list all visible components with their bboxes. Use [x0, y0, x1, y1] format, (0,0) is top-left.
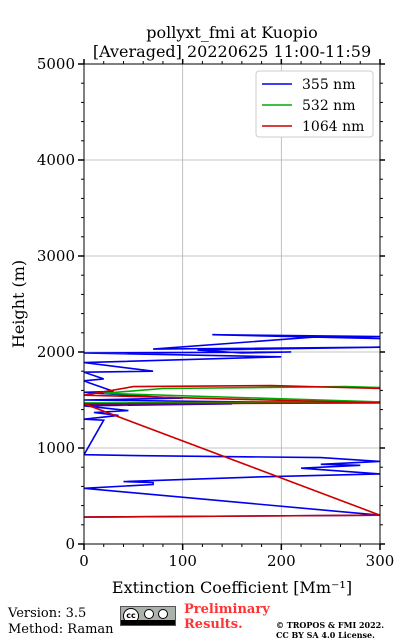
preliminary-line2: Results. — [184, 617, 243, 632]
y-tick-label: 4000 — [37, 151, 75, 169]
method-text: Method: Raman — [8, 622, 114, 637]
x-axis-label: Extinction Coefficient [Mm⁻¹] — [112, 578, 352, 597]
legend-entry-label: 355 nm — [302, 77, 355, 93]
y-tick-label: 2000 — [37, 343, 75, 361]
x-tick-label: 200 — [267, 552, 296, 570]
copyright-line2: CC BY SA 4.0 License. — [276, 630, 375, 640]
chart-title-line2: [Averaged] 20220625 11:00-11:59 — [93, 42, 371, 61]
y-axis-label: Height (m) — [9, 260, 28, 348]
copyright-notice: © TROPOS & FMI 2022. CC BY SA 4.0 Licens… — [276, 620, 384, 640]
plot-frame — [83, 63, 381, 545]
chart-title-line1: pollyxt_fmi at Kuopio — [146, 23, 317, 42]
y-tick-label: 3000 — [37, 247, 75, 265]
series-layer — [84, 333, 380, 518]
sa-icon — [158, 609, 168, 619]
legend-entry-label: 1064 nm — [302, 119, 364, 135]
by-icon — [144, 609, 154, 619]
copyright-line1: © TROPOS & FMI 2022. — [276, 620, 385, 630]
y-tick-label: 5000 — [37, 55, 75, 73]
cc-license-badge: cc — [120, 606, 176, 626]
legend: 355 nm 532 nm 1064 nm — [255, 70, 374, 138]
y-tick-label: 1000 — [37, 439, 75, 457]
badge-strip — [121, 620, 175, 625]
legend-box — [255, 70, 374, 138]
preliminary-line1: Preliminary — [184, 602, 270, 617]
series-line-1064-nm — [84, 384, 380, 518]
y-tick-label: 0 — [65, 535, 75, 553]
x-tick-label: 0 — [79, 552, 89, 570]
version-text: Version: 3.5 — [8, 606, 87, 621]
preliminary-notice: Preliminary Results. — [184, 602, 270, 632]
series-line-355-nm — [84, 333, 380, 518]
x-tick-label: 100 — [168, 552, 197, 570]
x-tick-label: 300 — [366, 552, 395, 570]
legend-entry-label: 532 nm — [302, 98, 355, 114]
